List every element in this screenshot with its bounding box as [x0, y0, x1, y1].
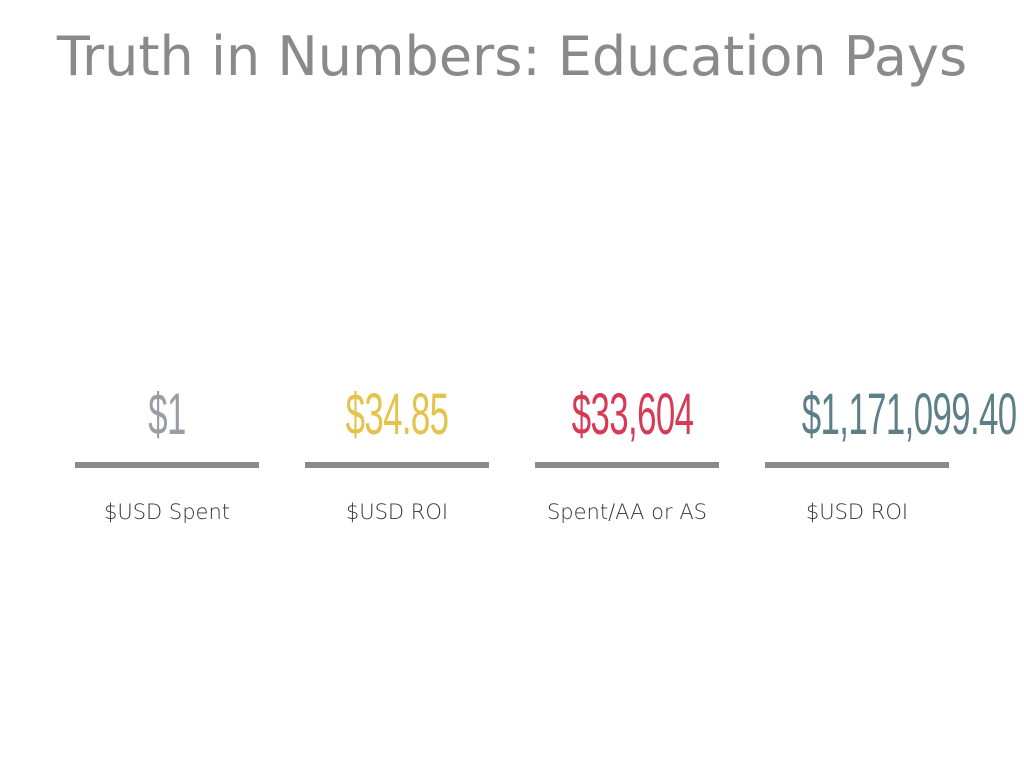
stat-label: Spent/AA or AS	[546, 500, 708, 524]
stat-value: $1	[148, 382, 186, 447]
stat-divider	[765, 462, 949, 468]
stat-label: $USD ROI	[805, 500, 909, 524]
stat-usd-roi-total: $1,171,099.40 $USD ROI	[765, 370, 1017, 526]
stat-divider	[75, 462, 259, 468]
stat-value: $34.85	[345, 382, 449, 447]
stat-divider	[305, 462, 489, 468]
stat-spent-per-degree: $33,604 Spent/AA or AS	[535, 370, 719, 526]
stat-label: $USD Spent	[103, 500, 231, 524]
stat-value: $1,171,099.40	[801, 382, 1017, 447]
stat-label: $USD ROI	[345, 500, 449, 524]
stat-divider	[535, 462, 719, 468]
stat-value: $33,604	[571, 382, 694, 447]
slide-title: Truth in Numbers: Education Pays	[56, 25, 968, 88]
stat-usd-spent: $1 $USD Spent	[75, 370, 259, 526]
stat-usd-roi-per-dollar: $34.85 $USD ROI	[305, 370, 489, 526]
